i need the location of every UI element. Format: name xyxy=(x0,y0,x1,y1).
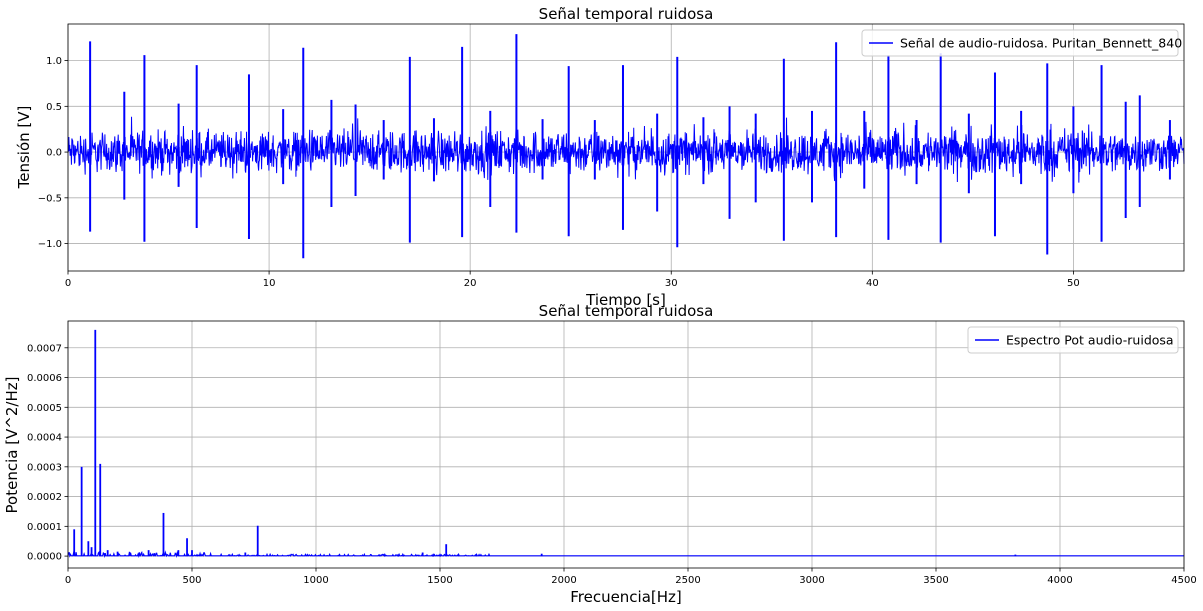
x-tick-label: 3000 xyxy=(799,575,824,586)
x-tick-label: 1500 xyxy=(427,575,452,586)
legend-box-bottom xyxy=(967,326,1179,354)
y-tick-label: 0.0002 xyxy=(27,492,62,503)
y-tick-label: 0.0005 xyxy=(27,403,62,414)
y-tick-label: 1.0 xyxy=(46,56,62,67)
x-tick-label: 50 xyxy=(1067,278,1080,289)
legend-top: Señal de audio-ruidosa. Puritan_Bennett_… xyxy=(861,29,1182,57)
x-tick-label: 2000 xyxy=(551,575,576,586)
spectrum-line xyxy=(67,550,1184,559)
x-tick-label: 500 xyxy=(182,575,201,586)
y-tick-label: 0.0001 xyxy=(27,522,62,533)
y-axis-label-bottom: Potencia [V^2/Hz] xyxy=(3,377,21,514)
x-tick-label: 0 xyxy=(65,278,71,289)
x-tick-label: 0 xyxy=(65,575,71,586)
chart-spectrum: 0 500 1000 1500 2000 2500 3000 3500 4000 4500 0.0… xyxy=(3,302,1197,606)
signal-line xyxy=(67,116,1185,183)
y-axis-label-top: Tensión [V] xyxy=(15,106,33,190)
x-tick-label: 4000 xyxy=(1047,575,1072,586)
legend-box-top xyxy=(861,29,1179,57)
y-tick-label: 0.0000 xyxy=(27,552,62,563)
chart-title-top: Señal temporal ruidosa xyxy=(539,5,714,23)
y-tick-label: 0.5 xyxy=(46,102,62,113)
x-tick-label: 10 xyxy=(263,278,276,289)
legend-bottom: Espectro Pot audio-ruidosa xyxy=(967,326,1179,354)
x-tick-label: 40 xyxy=(866,278,879,289)
y-tick-label: 0.0 xyxy=(46,148,62,159)
chart-title-bottom: Señal temporal ruidosa xyxy=(539,302,714,320)
x-axis-label-top: Tiempo [s] xyxy=(585,291,666,309)
legend-label-top: Señal de audio-ruidosa. Puritan_Bennett_… xyxy=(900,36,1182,51)
y-tick-label: 0.0004 xyxy=(27,433,62,444)
x-tick-label: 20 xyxy=(464,278,477,289)
legend-label-bottom: Espectro Pot audio-ruidosa xyxy=(1006,333,1174,348)
plot-frame-bottom xyxy=(67,320,1185,569)
chart-signal: 0 10 20 30 40 50 −1.0 −0.5 0.0 0.5 1.0 Señal temp… xyxy=(15,5,1185,309)
x-tick-label: 2500 xyxy=(675,575,700,586)
plot-frame-top xyxy=(67,23,1185,272)
y-tick-label: 0.0007 xyxy=(27,343,62,354)
x-tick-label: 1000 xyxy=(303,575,328,586)
x-tick-label: 4500 xyxy=(1171,575,1196,586)
x-axis-label-bottom: Frecuencia[Hz] xyxy=(570,588,682,606)
y-tick-label: −0.5 xyxy=(38,193,62,204)
x-tick-label: 30 xyxy=(665,278,678,289)
x-tick-label: 3500 xyxy=(923,575,948,586)
y-tick-label: 0.0006 xyxy=(27,373,62,384)
y-tick-label: 0.0003 xyxy=(27,462,62,473)
y-tick-label: −1.0 xyxy=(38,239,62,250)
